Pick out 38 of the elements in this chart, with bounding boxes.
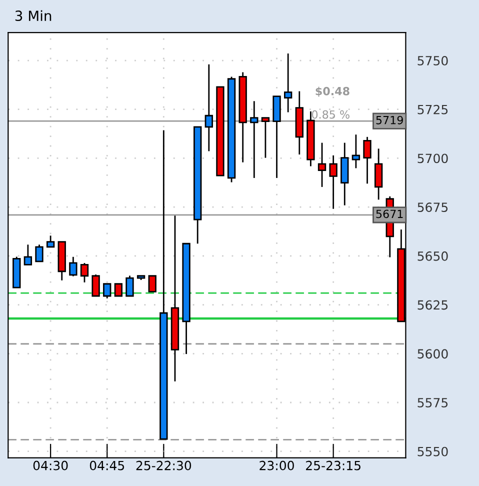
candlestick — [80, 262, 89, 284]
x-tick-label: 04:45 — [90, 460, 124, 470]
candlestick — [352, 134, 360, 169]
candlestick — [103, 283, 112, 300]
candlestick — [261, 117, 270, 159]
ref-line-label: 5719 — [376, 116, 403, 124]
x-tick-label: 25-23:15 — [306, 460, 360, 470]
candlestick — [148, 275, 156, 292]
y-tick-label: 5725 — [418, 104, 448, 114]
annotation: $0.48 — [316, 86, 350, 97]
x-tick-label: 04:30 — [33, 460, 68, 470]
candlestick — [24, 244, 32, 266]
candlestick — [114, 283, 123, 297]
candlestick — [284, 52, 292, 113]
candlestick — [318, 142, 326, 188]
y-tick-label: 5625 — [418, 300, 448, 310]
ref-line-label: 5671 — [376, 210, 403, 218]
y-tick-label: 5600 — [418, 349, 448, 359]
chart-title: 3 Min — [15, 10, 52, 22]
y-tick-label: 5550 — [418, 446, 448, 456]
candlestick — [363, 136, 372, 184]
candlestick — [69, 256, 78, 277]
y-tick-label: 5675 — [418, 202, 448, 212]
candlestick — [329, 154, 338, 210]
x-tick-label: 23:00 — [260, 460, 294, 470]
candlestick — [204, 64, 213, 152]
y-tick-label: 5750 — [418, 56, 448, 66]
y-tick-label: 5700 — [418, 154, 448, 164]
candlestick — [35, 244, 44, 262]
candlestick — [374, 148, 383, 200]
candlestick — [46, 234, 55, 248]
y-tick-label: 5575 — [418, 398, 448, 408]
annotation: 0.85 % — [312, 110, 350, 119]
candlestick — [250, 100, 258, 179]
y-tick-label: 5650 — [418, 251, 448, 261]
candlestick — [92, 274, 100, 297]
candlestick — [126, 274, 134, 297]
x-tick-label: 25-22:30 — [136, 460, 192, 470]
